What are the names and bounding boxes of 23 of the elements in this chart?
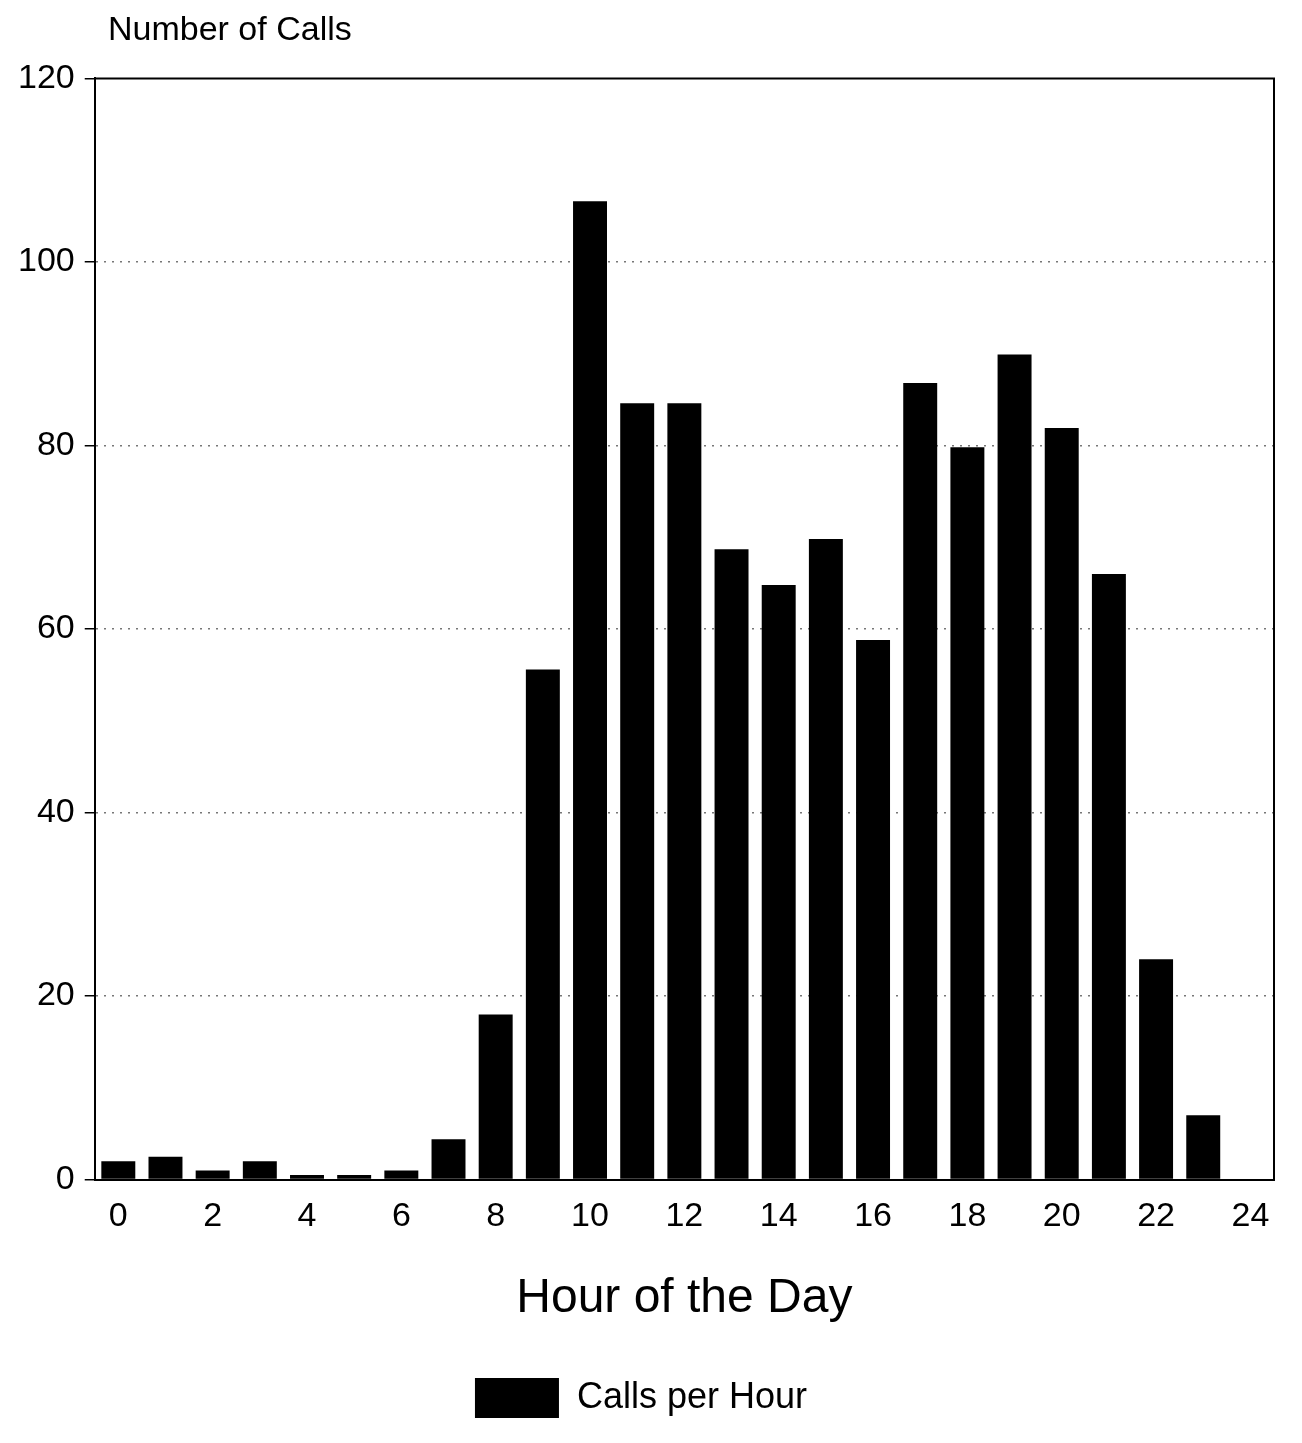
legend-label: Calls per Hour [576, 1374, 808, 1416]
y-tick-label: 40 [36, 790, 75, 829]
y-axis-title: Number of Calls [108, 8, 353, 48]
x-tick-label: 24 [1231, 1195, 1270, 1234]
y-tick-label: 80 [36, 423, 75, 462]
x-axis-title: Hour of the Day [516, 1269, 853, 1323]
y-tick-label: 0 [55, 1157, 75, 1196]
x-tick-label: 18 [948, 1195, 987, 1234]
y-tick-label: 120 [17, 56, 75, 95]
y-tick-label: 20 [36, 974, 75, 1013]
x-tick-label: 0 [108, 1195, 128, 1234]
x-tick-label: 2 [203, 1195, 223, 1234]
y-tick-label: 60 [36, 607, 75, 646]
x-tick-label: 14 [759, 1195, 798, 1234]
x-tick-label: 8 [486, 1195, 506, 1234]
y-tick-label: 100 [17, 240, 75, 279]
x-tick-label: 4 [297, 1195, 317, 1234]
x-tick-label: 20 [1042, 1195, 1081, 1234]
x-tick-label: 16 [854, 1195, 892, 1234]
x-tick-label: 22 [1137, 1195, 1175, 1234]
x-tick-label: 12 [665, 1195, 704, 1234]
x-tick-label: 6 [391, 1195, 411, 1234]
x-tick-label: 10 [571, 1195, 609, 1234]
